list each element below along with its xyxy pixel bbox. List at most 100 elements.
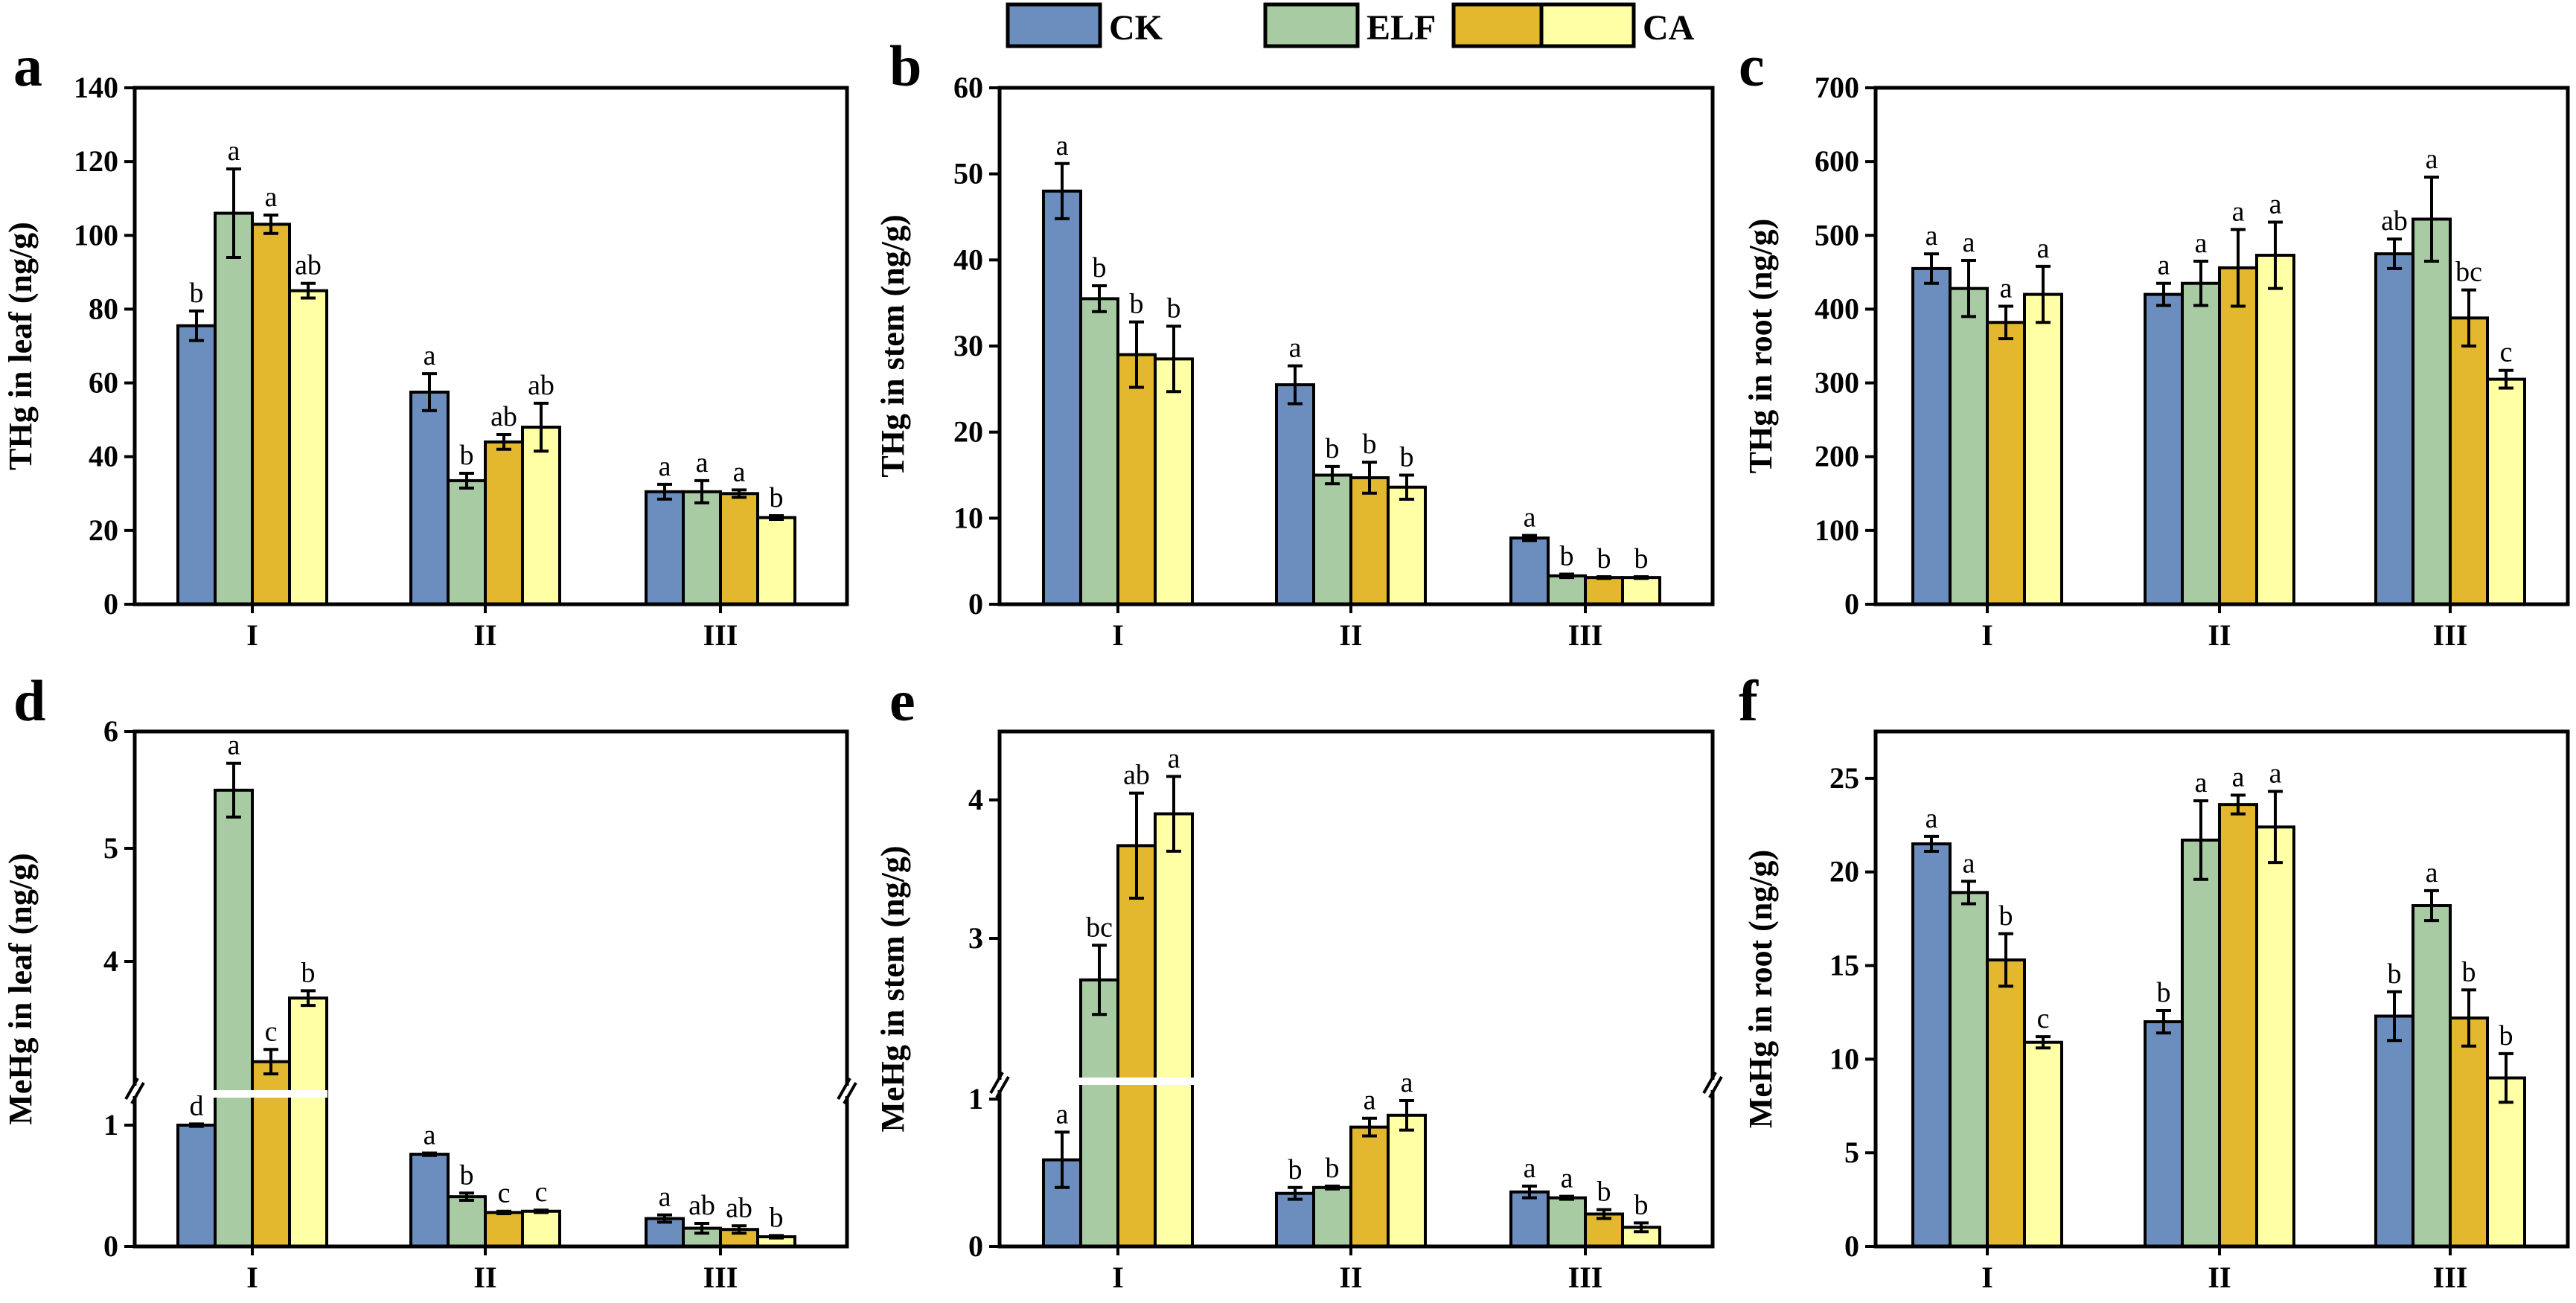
error-bar-e-ck-ii bbox=[1288, 1185, 1303, 1201]
significance-label-f: c bbox=[2037, 1003, 2050, 1034]
significance-label-e: a bbox=[1364, 1085, 1376, 1116]
y-tick-label-c: 600 bbox=[1815, 144, 1859, 178]
error-bar-f-elf-ii bbox=[2193, 799, 2208, 881]
error-bar-e-t80-i bbox=[1129, 791, 1144, 900]
panel-letter-a: a bbox=[13, 33, 42, 98]
y-tick-label-a: 80 bbox=[89, 292, 118, 325]
significance-label-b: a bbox=[1056, 130, 1069, 161]
significance-label-b: b bbox=[1400, 442, 1414, 473]
bar-d-t80-i bbox=[251, 1060, 291, 1248]
bar-a-ck-ii bbox=[409, 390, 450, 606]
error-bar-d-ca-ii bbox=[534, 1208, 549, 1214]
plot-frame-c bbox=[1873, 86, 2570, 606]
axis-break-mark-d bbox=[130, 1082, 145, 1104]
error-bar-f-ck-iii bbox=[2387, 990, 2402, 1043]
bar-f-elf-i bbox=[1949, 891, 1989, 1248]
significance-label-b: b bbox=[1363, 429, 1377, 460]
significance-label-c: a bbox=[2158, 250, 2170, 281]
y-tick-label-b: 20 bbox=[953, 415, 983, 449]
bar-b-elf-iii bbox=[1547, 574, 1587, 606]
x-tick-label-b: II bbox=[1339, 618, 1362, 652]
bar-e-t80-i bbox=[1116, 844, 1157, 1248]
significance-label-a: a bbox=[228, 135, 240, 167]
x-tick-label-e: II bbox=[1339, 1261, 1362, 1294]
y-tick-label-d: 1 bbox=[103, 1108, 118, 1142]
bar-d-elf-i bbox=[214, 788, 254, 1248]
x-tick-label-e: III bbox=[1568, 1261, 1603, 1294]
error-bar-e-ca-iii bbox=[1634, 1221, 1649, 1234]
bar-d-ca-i bbox=[288, 996, 328, 1249]
y-tick-label-c: 300 bbox=[1815, 366, 1859, 400]
error-bar-f-ca-i bbox=[2036, 1035, 2051, 1050]
significance-label-b: b bbox=[1130, 289, 1144, 320]
error-bar-e-ca-i bbox=[1166, 775, 1181, 853]
error-bar-e-elf-i bbox=[1092, 944, 1107, 1017]
significance-label-a: a bbox=[265, 182, 278, 213]
legend-label-elf: ELF bbox=[1367, 8, 1436, 48]
error-bar-b-elf-iii bbox=[1559, 572, 1574, 580]
error-bar-a-elf-i bbox=[226, 167, 241, 260]
error-bar-b-t80-i bbox=[1129, 320, 1144, 389]
bar-c-elf-iii bbox=[2412, 217, 2452, 606]
bar-f-ca-ii bbox=[2255, 825, 2295, 1249]
bar-f-ck-i bbox=[1911, 842, 1952, 1248]
y-tick-label-e: 1 bbox=[968, 1082, 983, 1115]
significance-label-c: a bbox=[2232, 196, 2245, 227]
x-tick-label-c: II bbox=[2208, 618, 2231, 652]
significance-label-b: b bbox=[1597, 543, 1611, 574]
error-bar-f-ck-ii bbox=[2156, 1008, 2171, 1035]
bar-c-ca-ii bbox=[2255, 254, 2295, 606]
significance-label-c: a bbox=[1925, 220, 1938, 252]
error-bar-b-t80-ii bbox=[1362, 461, 1377, 495]
significance-label-a: a bbox=[424, 340, 436, 371]
axis-break-mark-e bbox=[1708, 1076, 1723, 1098]
error-bar-d-elf-iii bbox=[694, 1222, 709, 1235]
y-axis-title-d: MeHg in leaf (ng/g) bbox=[2, 853, 39, 1124]
bar-d-elf-ii bbox=[447, 1195, 487, 1249]
y-tick-label-a: 40 bbox=[89, 440, 118, 473]
bar-f-t80-iii bbox=[2449, 1017, 2489, 1249]
legend-swatch-ca bbox=[1539, 2, 1636, 48]
legend-label-ca: CA bbox=[1643, 8, 1695, 48]
bar-a-t80-ii bbox=[484, 440, 524, 606]
error-bar-f-t80-iii bbox=[2461, 988, 2476, 1048]
bar-a-ca-i bbox=[288, 289, 328, 606]
error-bar-c-ca-iii bbox=[2499, 368, 2513, 390]
bar-f-ck-ii bbox=[2144, 1020, 2184, 1248]
error-bar-a-ca-ii bbox=[534, 401, 549, 453]
bar-d-ck-ii bbox=[409, 1153, 450, 1248]
bar-e-ca-i bbox=[1154, 812, 1194, 1248]
significance-label-e: a bbox=[1168, 743, 1180, 774]
y-tick-label-f: 25 bbox=[1829, 761, 1859, 795]
error-bar-c-ck-ii bbox=[2156, 281, 2171, 307]
x-tick-label-a: III bbox=[703, 618, 738, 652]
panel-letter-e: e bbox=[889, 668, 915, 733]
y-tick-label-b: 10 bbox=[953, 501, 983, 534]
y-axis-title-e: MeHg in stem (ng/g) bbox=[875, 846, 911, 1133]
significance-label-a: b bbox=[770, 482, 784, 513]
plot-frame-e bbox=[997, 729, 1715, 1249]
bar-e-elf-iii bbox=[1547, 1196, 1587, 1249]
plot-frame-f bbox=[1873, 729, 2570, 1249]
y-tick-label-f: 15 bbox=[1829, 949, 1859, 982]
significance-label-d: b bbox=[770, 1202, 784, 1233]
bar-b-ck-ii bbox=[1275, 383, 1315, 606]
bar-b-t80-iii bbox=[1584, 576, 1624, 606]
significance-label-f: b bbox=[2462, 956, 2476, 987]
significance-label-e: a bbox=[1401, 1067, 1413, 1098]
significance-label-f: a bbox=[2269, 758, 2282, 790]
error-bar-f-ca-ii bbox=[2268, 790, 2283, 865]
axis-break-mark-e bbox=[995, 1076, 1010, 1098]
significance-label-c: a bbox=[2037, 233, 2050, 264]
legend-swatch-elf bbox=[1263, 2, 1360, 48]
y-tick-label-a: 20 bbox=[89, 513, 118, 547]
x-tick-label-b: III bbox=[1568, 618, 1603, 652]
error-bar-a-ca-i bbox=[301, 281, 316, 300]
error-bar-c-elf-iii bbox=[2424, 175, 2439, 263]
bar-e-t80-ii bbox=[1349, 1125, 1390, 1248]
bar-b-t80-i bbox=[1116, 353, 1157, 606]
significance-label-f: a bbox=[2195, 767, 2208, 798]
